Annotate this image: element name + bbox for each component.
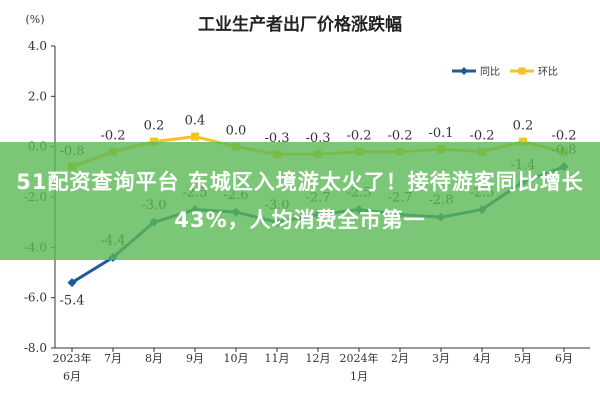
x-tick-label: 9月 [186, 352, 204, 365]
y-unit-label: (%) [25, 13, 44, 26]
mom-point [150, 137, 158, 146]
mom-data-label: -0.1 [428, 126, 453, 141]
yoy-point [67, 278, 77, 288]
x-tick-label: 1月 [350, 370, 368, 383]
x-tick-label: 5月 [514, 352, 532, 365]
y-tick-label: -8.0 [24, 341, 47, 355]
mom-data-label: -0.2 [469, 129, 494, 144]
banner-headline[interactable]: 51配资查询平台 东城区入境游太火了！接待游客同比增长43%，人均消费全市第一 [16, 170, 584, 232]
mom-data-label: 0.2 [144, 119, 165, 134]
legend-marker [460, 67, 468, 75]
mom-data-label: -0.2 [551, 129, 576, 144]
mom-data-label: -0.2 [387, 129, 412, 144]
yoy-data-label: -5.4 [59, 294, 84, 309]
x-tick-label: 2月 [391, 352, 409, 365]
legend: 同比 环比 [452, 66, 558, 78]
x-tick-label: 6月 [63, 370, 81, 383]
mom-data-label: 0.4 [185, 114, 206, 129]
x-tick-label: 6月 [555, 352, 573, 365]
mom-data-label: -0.2 [100, 129, 125, 144]
chart-title: 工业生产者出厂价格涨跌幅 [198, 14, 402, 35]
mom-data-label: 0.0 [226, 124, 247, 139]
x-tick-label: 11月 [265, 352, 290, 365]
x-tick-label: 10月 [224, 352, 249, 365]
x-tick-label: 2024年 [340, 351, 379, 365]
legend-marker [518, 67, 526, 75]
y-tick-label: -6.0 [24, 291, 47, 305]
x-tick-label: 7月 [104, 352, 122, 365]
x-tick-label: 3月 [432, 352, 450, 365]
x-ticks: 2023年 6月 7月 8月 9月 10月 11月 12月 2024年 1月 2月 3月 4月 5月 6月 [53, 348, 573, 383]
x-tick-label: 12月 [306, 352, 331, 365]
overlay-banner[interactable]: 51配资查询平台 东城区入境游太火了！接待游客同比增长43%，人均消费全市第一 [0, 142, 600, 260]
mom-point [519, 137, 527, 146]
mom-point [191, 132, 199, 141]
x-tick-label: 8月 [145, 352, 163, 365]
legend-label: 同比 [480, 66, 500, 78]
x-tick-label: 2023年 [53, 351, 92, 365]
y-tick-label: 4.0 [28, 39, 47, 53]
x-tick-label: 4月 [473, 352, 491, 365]
mom-data-label: 0.2 [513, 119, 534, 134]
legend-label: 环比 [538, 66, 558, 78]
mom-data-label: -0.2 [346, 129, 371, 144]
y-tick-label: 2.0 [28, 89, 47, 103]
